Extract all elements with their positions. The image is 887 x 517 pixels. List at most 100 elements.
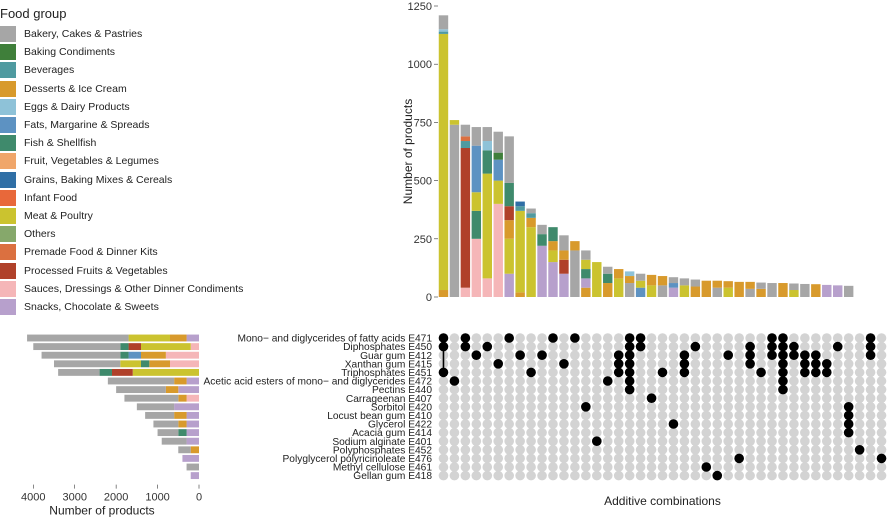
matrix-dot-empty bbox=[460, 367, 471, 378]
matrix-dot-empty bbox=[602, 384, 613, 395]
matrix-dot-empty bbox=[701, 384, 712, 395]
set-label: Pectins E440 bbox=[372, 385, 432, 396]
set-bar-segment bbox=[190, 472, 199, 480]
intersection-bar-segment bbox=[526, 217, 536, 228]
matrix-dot-empty bbox=[602, 350, 613, 361]
matrix-dot-empty bbox=[602, 367, 613, 378]
intersection-bar-segment bbox=[833, 285, 843, 297]
matrix-dot-empty bbox=[537, 436, 547, 447]
intersection-bar-segment bbox=[460, 148, 471, 288]
legend-item: Fish & Shellfish bbox=[0, 134, 300, 152]
matrix-dot-empty bbox=[832, 436, 843, 447]
intersection-bar-segment bbox=[679, 285, 690, 297]
set-label: Locust bean gum E410 bbox=[327, 411, 432, 422]
matrix-dot-filled bbox=[624, 341, 635, 352]
matrix-dot-empty bbox=[832, 333, 843, 343]
matrix-dot-empty bbox=[778, 410, 788, 421]
legend-swatch bbox=[0, 44, 16, 61]
matrix-dot-empty bbox=[526, 436, 536, 447]
matrix-dot-empty bbox=[789, 410, 799, 421]
matrix-dot-filled bbox=[800, 367, 810, 378]
matrix-dot-empty bbox=[526, 376, 536, 386]
intersection-bar-segment bbox=[559, 259, 569, 274]
matrix-dot-empty bbox=[635, 367, 646, 378]
intersection-bar-segment bbox=[592, 262, 602, 297]
matrix-dot-empty bbox=[690, 462, 701, 472]
matrix-dot-empty bbox=[854, 359, 865, 369]
matrix-dot-empty bbox=[515, 419, 525, 429]
matrix-dot-empty bbox=[800, 376, 810, 386]
matrix-dot-empty bbox=[712, 419, 723, 429]
matrix-dot-empty bbox=[493, 376, 504, 386]
matrix-dot-empty bbox=[515, 341, 525, 352]
matrix-dot-empty bbox=[778, 393, 788, 404]
matrix-dot-empty bbox=[602, 462, 613, 472]
matrix-dot-empty bbox=[657, 393, 668, 404]
matrix-dot-empty bbox=[591, 410, 602, 421]
matrix-dot-empty bbox=[876, 419, 887, 429]
matrix-dot-filled bbox=[646, 393, 657, 404]
matrix-dot-empty bbox=[493, 419, 504, 429]
matrix-dot-empty bbox=[482, 376, 493, 386]
matrix-dot-empty bbox=[832, 393, 843, 404]
set-label: Diphosphates E450 bbox=[343, 342, 432, 353]
matrix-dot-empty bbox=[811, 436, 821, 447]
set-bar-segment bbox=[174, 403, 199, 411]
matrix-dot-empty bbox=[832, 462, 843, 472]
matrix-dot-empty bbox=[482, 445, 493, 455]
matrix-dot-empty bbox=[613, 453, 624, 464]
matrix-dot-empty bbox=[668, 393, 679, 404]
matrix-dot-empty bbox=[646, 410, 657, 421]
matrix-dot-empty bbox=[723, 453, 734, 464]
matrix-dot-empty bbox=[679, 419, 690, 429]
legend-swatch bbox=[0, 26, 16, 43]
matrix-dot-empty bbox=[449, 333, 460, 343]
matrix-dot-filled bbox=[723, 350, 734, 361]
matrix-dot-empty bbox=[712, 376, 723, 386]
matrix-dot-empty bbox=[701, 427, 712, 438]
intersection-bar-segment bbox=[745, 281, 755, 289]
matrix-dot-empty bbox=[646, 462, 657, 472]
matrix-dot-filled bbox=[624, 359, 635, 369]
matrix-dot-empty bbox=[515, 402, 525, 412]
matrix-dot-empty bbox=[854, 453, 865, 464]
matrix-dot-empty bbox=[865, 402, 876, 412]
matrix-dot-empty bbox=[843, 350, 854, 361]
matrix-dot-empty bbox=[602, 470, 613, 481]
matrix-dot-empty bbox=[789, 470, 799, 481]
matrix-dot-empty bbox=[800, 384, 810, 395]
matrix-dot-empty bbox=[635, 384, 646, 395]
matrix-dot-empty bbox=[570, 427, 580, 438]
matrix-dot-empty bbox=[559, 453, 569, 464]
matrix-dot-empty bbox=[865, 462, 876, 472]
set-bar-segment bbox=[149, 360, 170, 368]
intersection-bar-segment bbox=[504, 220, 514, 239]
matrix-dot-empty bbox=[800, 445, 810, 455]
matrix-dot-empty bbox=[821, 445, 832, 455]
matrix-dot-filled bbox=[745, 350, 755, 361]
legend-item: Snacks, Chocolate & Sweets bbox=[0, 298, 300, 316]
matrix-dot-empty bbox=[602, 419, 613, 429]
matrix-dot-filled bbox=[559, 359, 569, 369]
matrix-dot-filled bbox=[482, 341, 493, 352]
matrix-dot-empty bbox=[581, 436, 591, 447]
matrix-dot-empty bbox=[449, 445, 460, 455]
matrix-dot-empty bbox=[526, 470, 536, 481]
matrix-dot-empty bbox=[668, 427, 679, 438]
matrix-dot-empty bbox=[723, 402, 734, 412]
matrix-dot-empty bbox=[679, 470, 690, 481]
matrix-dot-empty bbox=[821, 427, 832, 438]
matrix-dot-empty bbox=[745, 419, 755, 429]
matrix-dot-empty bbox=[756, 350, 766, 361]
legend-item: Grains, Baking Mixes & Cereals bbox=[0, 171, 300, 189]
matrix-dot-empty bbox=[789, 393, 799, 404]
matrix-dot-empty bbox=[789, 436, 799, 447]
matrix-dot-empty bbox=[734, 359, 744, 369]
matrix-dot-empty bbox=[734, 419, 744, 429]
set-bar-segment bbox=[186, 420, 199, 428]
matrix-dot-empty bbox=[537, 402, 547, 412]
set-label: Mono− and diglycerides of fatty acids E4… bbox=[237, 334, 432, 345]
set-bar-segment bbox=[165, 386, 179, 394]
matrix-dot-empty bbox=[613, 462, 624, 472]
matrix-dot-empty bbox=[811, 341, 821, 352]
